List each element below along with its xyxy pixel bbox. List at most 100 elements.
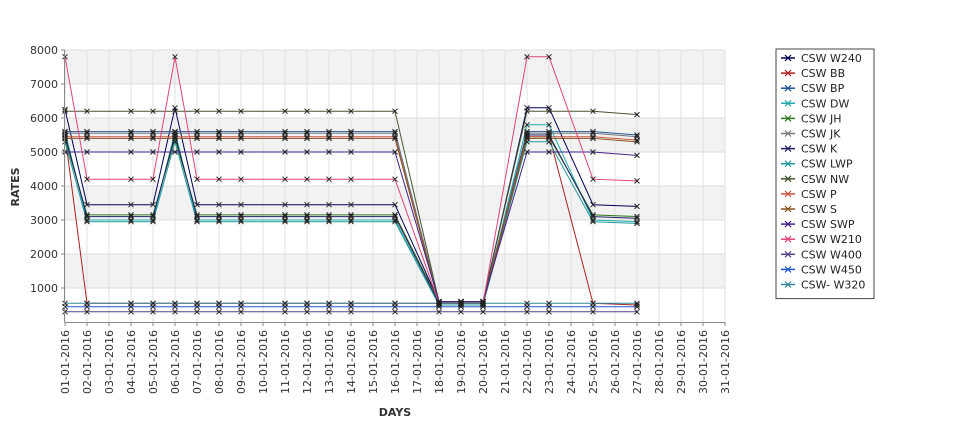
legend-marker (784, 205, 792, 213)
legend-label: CSW JH (801, 112, 842, 125)
data-point (590, 128, 596, 135)
legend-marker (784, 265, 792, 273)
data-point (84, 212, 90, 218)
data-point (348, 308, 354, 315)
y-tick-label: 6000 (30, 112, 58, 125)
series-line (64, 124, 638, 306)
data-point (524, 53, 530, 60)
legend-marker (784, 54, 792, 62)
data-point (392, 300, 398, 307)
y-tick-label: 1000 (30, 282, 58, 295)
legend-label: CSW K (801, 143, 838, 156)
data-point (194, 133, 200, 140)
data-point (326, 201, 332, 208)
data-point (84, 308, 90, 315)
data-point (282, 135, 288, 142)
data-point (172, 133, 178, 140)
x-tick-label: 11-01-2016 (279, 330, 292, 394)
data-point (282, 128, 288, 135)
data-point (282, 218, 288, 225)
legend-label: CSW NW (801, 173, 849, 186)
legend-item: CSW W400 (781, 248, 862, 261)
data-point (150, 135, 156, 142)
data-point (238, 149, 244, 155)
data-point (238, 128, 244, 135)
y-axis-tick-labels: 1000 2000 3000 4000 5000 6000 7000 8000 (30, 44, 65, 295)
data-point (546, 53, 552, 60)
data-point (634, 215, 640, 222)
data-point (348, 201, 354, 208)
data-point (524, 108, 530, 115)
y-tick-label: 5000 (30, 146, 58, 159)
legend-marker (784, 281, 792, 288)
data-point (216, 149, 222, 155)
data-point (238, 218, 244, 225)
legend-item: CSW DW (781, 97, 850, 110)
data-point (392, 135, 398, 142)
data-point (392, 218, 398, 225)
x-tick-label: 30-01-2016 (697, 330, 710, 394)
data-point (304, 201, 310, 208)
legend-item: CSW SWP (781, 218, 855, 231)
data-point (546, 149, 552, 155)
data-point (590, 201, 596, 208)
legend-marker (784, 69, 792, 77)
data-point (326, 135, 332, 142)
data-point (194, 201, 200, 208)
data-point (326, 308, 332, 315)
data-point (590, 176, 596, 183)
series-line (64, 139, 638, 306)
data-point (128, 212, 134, 218)
data-point (546, 121, 552, 128)
data-point (282, 213, 288, 220)
legend-item: CSW W450 (781, 263, 862, 276)
x-tick-label: 16-01-2016 (389, 330, 402, 394)
data-point (634, 203, 640, 210)
legend-marker (784, 160, 792, 168)
x-tick-label: 28-01-2016 (653, 330, 666, 394)
data-point (590, 108, 596, 115)
legend-marker (784, 84, 792, 92)
data-point (128, 149, 134, 155)
data-point (348, 133, 354, 140)
data-point (546, 108, 552, 115)
data-point (128, 108, 134, 115)
data-point (216, 308, 222, 315)
legend-label: CSW DW (801, 97, 850, 110)
data-point (348, 212, 354, 218)
x-tick-label: 15-01-2016 (367, 330, 380, 394)
y-tick-label: 8000 (30, 44, 58, 57)
data-point (326, 212, 332, 218)
data-point (326, 128, 332, 135)
data-point (194, 108, 200, 115)
x-tick-label: 14-01-2016 (345, 330, 358, 394)
legend-marker (784, 114, 792, 122)
x-tick-label: 29-01-2016 (675, 330, 688, 394)
data-point (194, 128, 200, 135)
data-point (194, 213, 200, 220)
data-point (348, 213, 354, 220)
data-point (128, 300, 134, 307)
legend-marker (784, 145, 792, 153)
x-tick-label: 22-01-2016 (521, 330, 534, 394)
data-point (590, 135, 596, 142)
legend-marker (784, 220, 792, 228)
data-point (172, 108, 178, 115)
data-point (194, 308, 200, 315)
data-point (304, 133, 310, 140)
data-point (304, 108, 310, 115)
x-tick-label: 24-01-2016 (565, 330, 578, 394)
legend-item: CSW NW (781, 173, 849, 186)
data-point (348, 218, 354, 225)
data-point (392, 201, 398, 208)
data-point (634, 220, 640, 227)
data-point (634, 138, 640, 145)
data-point (348, 128, 354, 135)
data-point (304, 218, 310, 225)
legend-marker (784, 190, 792, 198)
data-point (304, 308, 310, 315)
data-point (150, 218, 156, 225)
data-point (436, 300, 442, 307)
data-point (84, 300, 90, 307)
